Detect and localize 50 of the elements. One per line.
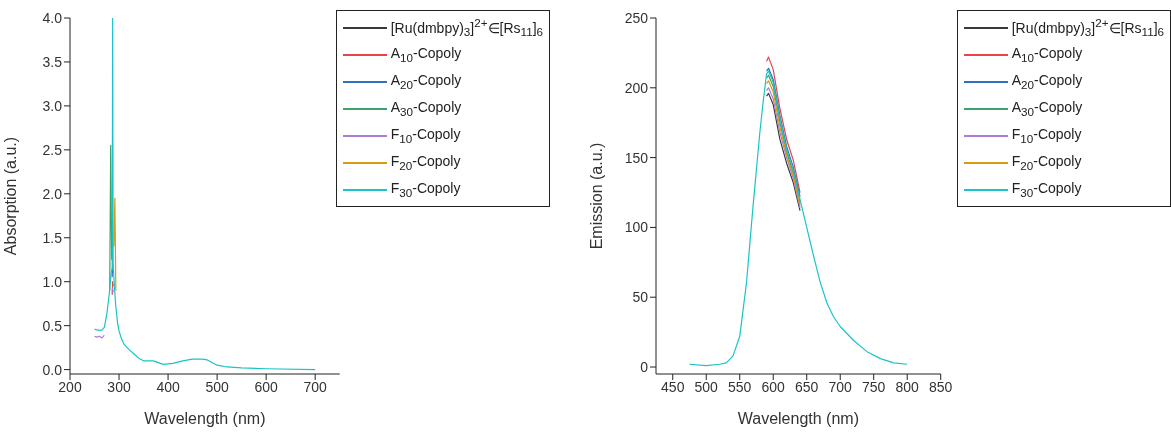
x-axis-title: Wavelength (nm) xyxy=(737,410,859,427)
legend-label: F$_{30}$-Copoly xyxy=(390,180,461,199)
y-axis-title: Absorption (a.u.) xyxy=(1,136,19,256)
x-tick-label: 600 xyxy=(254,378,279,395)
x-tick-label: 650 xyxy=(795,378,819,395)
y-tick-label: 2.0 xyxy=(42,185,63,202)
legend-label: F$_{10}$-Copoly xyxy=(390,126,461,145)
x-axis-title: Wavelength (nm) xyxy=(144,410,266,427)
legend-label: F$_{20}$-Copoly xyxy=(1011,153,1082,172)
legend-label: [Ru(dmbpy)$_{3}$]$^{2+}$∈[Rs$_{11}$]$_{6}$ xyxy=(1011,16,1164,39)
x-tick-label: 200 xyxy=(58,378,82,395)
legend-label: A$_{10}$-Copoly xyxy=(1011,45,1083,64)
y-tick-label: 1.5 xyxy=(42,229,63,246)
y-axis-title: Emission (a.u.) xyxy=(587,142,605,250)
y-tick-label: 2.5 xyxy=(42,141,63,158)
y-tick-label: 200 xyxy=(624,79,649,96)
y-tick-label: 0.5 xyxy=(42,317,63,334)
x-tick-label: 550 xyxy=(728,378,752,395)
legend-label: F$_{10}$-Copoly xyxy=(1011,126,1082,145)
y-tick-label: 150 xyxy=(624,149,649,166)
legend-label: A$_{30}$-Copoly xyxy=(390,99,462,118)
legend-label: F$_{20}$-Copoly xyxy=(390,153,461,172)
x-tick-label: 700 xyxy=(303,378,328,395)
y-tick-label: 0.0 xyxy=(42,361,63,378)
y-tick-label: 50 xyxy=(632,289,649,306)
legend-label: A$_{10}$-Copoly xyxy=(390,45,462,64)
legend-label: F$_{30}$-Copoly xyxy=(1011,180,1082,199)
x-tick-label: 400 xyxy=(156,378,180,395)
legend-label: [Ru(dmbpy)$_{3}$]$^{2+}$∈[Rs$_{11}$]$_{6}$ xyxy=(390,16,543,39)
x-tick-label: 800 xyxy=(895,378,920,395)
x-tick-label: 600 xyxy=(761,378,786,395)
y-tick-label: 0 xyxy=(640,358,649,375)
legend-label: A$_{30}$-Copoly xyxy=(1011,99,1083,118)
y-tick-label: 3.0 xyxy=(42,97,63,114)
x-tick-label: 850 xyxy=(929,378,953,395)
y-tick-label: 100 xyxy=(624,219,649,236)
legend-label: A$_{20}$-Copoly xyxy=(390,72,462,91)
legend-label: A$_{20}$-Copoly xyxy=(1011,72,1083,91)
y-tick-label: 4.0 xyxy=(42,9,63,26)
y-tick-label: 3.5 xyxy=(42,53,63,70)
line-series xyxy=(93,18,316,371)
x-tick-label: 450 xyxy=(661,378,685,395)
x-tick-label: 500 xyxy=(205,378,229,395)
x-tick-label: 500 xyxy=(694,378,719,395)
x-tick-label: 300 xyxy=(107,378,131,395)
y-tick-label: 250 xyxy=(624,9,649,26)
y-tick-label: 1.0 xyxy=(42,273,63,290)
x-tick-label: 700 xyxy=(828,378,853,395)
x-tick-label: 750 xyxy=(862,378,886,395)
line-series xyxy=(688,70,908,367)
